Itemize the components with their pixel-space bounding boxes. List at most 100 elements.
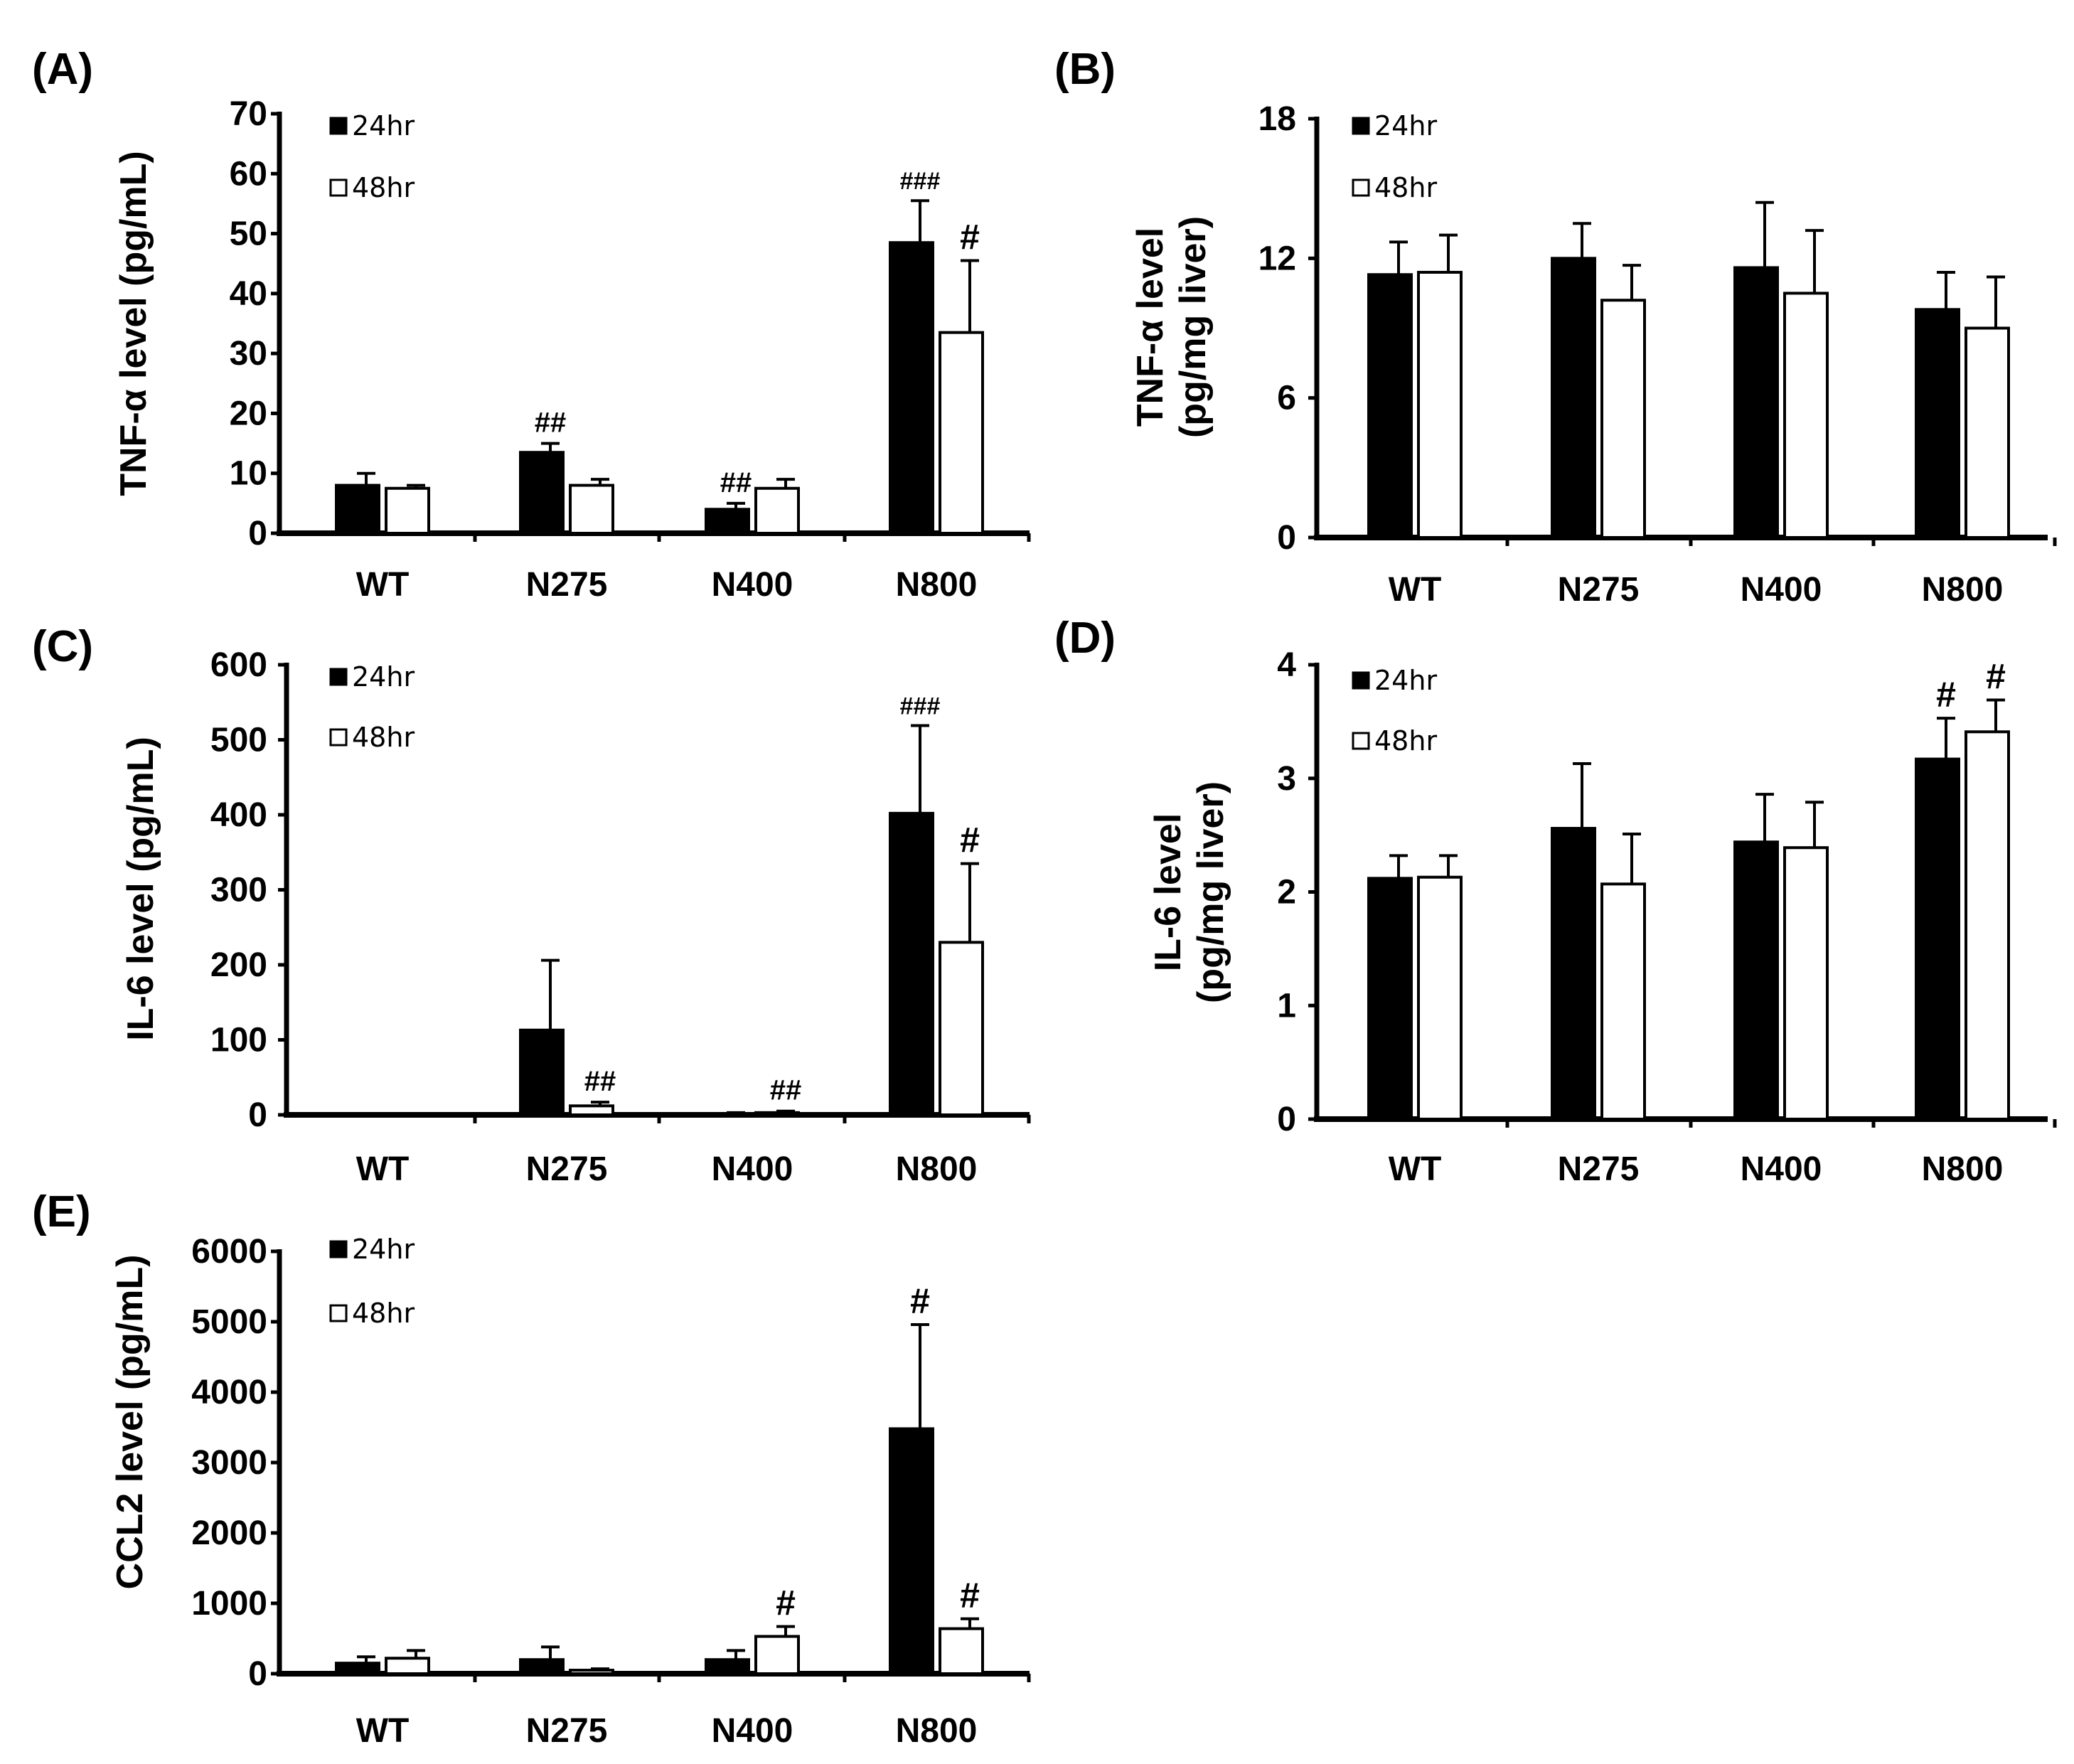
bar-24hr-n800 (1915, 757, 1960, 1121)
bar-48hr-wt (1417, 875, 1463, 1121)
panel-label: (A) (32, 45, 93, 94)
y-tick-label: 0 (248, 1096, 267, 1134)
legend-label-48hr: 48hr (352, 172, 415, 203)
bar-24hr-wt (335, 483, 380, 535)
y-tick-label: 100 (210, 1022, 267, 1059)
x-category-label: WT (1389, 1150, 1442, 1188)
x-category-label: N400 (712, 1712, 793, 1750)
bar-24hr-wt (1367, 877, 1413, 1121)
y-tick-label: 400 (210, 796, 267, 834)
bar-48hr-wt (385, 486, 430, 535)
y-tick-label: 20 (230, 395, 267, 432)
x-category-label: N275 (1558, 1150, 1640, 1188)
y-axis-label-line: TNF-α level (1130, 228, 1171, 427)
bar-24hr-n800 (889, 811, 934, 1116)
bar-24hr-n400 (705, 1658, 750, 1675)
panel-label: (C) (32, 622, 93, 671)
bar-24hr-wt (335, 1662, 380, 1675)
legend-swatch-24hr (329, 1240, 348, 1258)
bar-24hr-n275 (519, 1028, 565, 1117)
legend-swatch-24hr (1352, 671, 1370, 690)
y-tick-label: 0 (1277, 1101, 1296, 1138)
y-tick-label: 12 (1258, 240, 1296, 277)
y-tick-label: 3 (1277, 760, 1296, 798)
y-tick-label: 6 (1277, 380, 1296, 417)
y-axis-label-line: IL-6 level (pg/mL) (120, 737, 161, 1041)
y-axis-label: IL-6 level(pg/mg liver) (1148, 781, 1231, 1003)
y-tick-label: 60 (230, 155, 267, 193)
y-axis-label: TNF-α level(pg/mg liver) (1130, 216, 1214, 438)
panel-b: (B) 0 6 12 18 WT N275 N400 N800 TNF-α level(pg/mg… (1054, 45, 2057, 609)
significance-annotation: # (960, 820, 980, 860)
significance-annotation: # (960, 1576, 980, 1615)
y-tick-label: 70 (230, 95, 267, 133)
y-tick-label: 0 (1277, 519, 1296, 557)
y-tick-label: 30 (230, 335, 267, 373)
x-category-label: N275 (526, 566, 608, 604)
y-axis-label: TNF-α level (pg/mL) (113, 151, 154, 496)
legend-label-24hr: 24hr (1374, 110, 1437, 141)
bar-48hr-n275 (569, 1104, 614, 1116)
bar-24hr-n400 (705, 1112, 750, 1116)
bar-48hr-wt (1417, 270, 1463, 539)
bar-48hr-n800 (1965, 730, 2010, 1121)
x-category-label: N800 (1922, 571, 2004, 609)
y-axis-label: CCL2 level (pg/mL) (109, 1255, 151, 1590)
significance-annotation: ### (900, 168, 941, 195)
bar-48hr-n400 (1783, 292, 1829, 539)
y-tick-label: 3000 (191, 1444, 267, 1482)
x-category-label: N275 (1558, 571, 1640, 609)
y-tick-label: 1 (1277, 987, 1296, 1025)
bar-24hr-n800 (1915, 308, 1960, 539)
y-axis-label-line: IL-6 level (1148, 813, 1189, 972)
y-tick-label: 1000 (191, 1585, 267, 1623)
panel-label: (B) (1054, 45, 1116, 94)
x-category-label: N275 (526, 1712, 608, 1750)
bar-48hr-n400 (754, 486, 800, 535)
bar-48hr-n800 (939, 1627, 984, 1675)
bar-24hr-n275 (1551, 827, 1596, 1121)
y-tick-label: 2 (1277, 874, 1296, 912)
legend-swatch-48hr (329, 728, 348, 747)
x-category-label: N800 (1922, 1150, 2004, 1188)
significance-annotation: # (910, 1281, 930, 1321)
y-tick-label: 300 (210, 872, 267, 909)
bar-48hr-n275 (569, 1669, 614, 1676)
significance-annotation: # (776, 1583, 796, 1623)
y-axis-label-line: TNF-α level (pg/mL) (113, 151, 154, 496)
y-tick-label: 2000 (191, 1514, 267, 1552)
bar-24hr-n400 (1733, 266, 1779, 539)
legend-swatch-48hr (329, 1304, 348, 1322)
bar-48hr-n800 (939, 941, 984, 1116)
y-tick-label: 18 (1258, 100, 1296, 138)
bar-24hr-n400 (1733, 840, 1779, 1121)
y-tick-label: 0 (248, 1655, 267, 1693)
x-category-label: WT (356, 1150, 410, 1188)
legend-label-48hr: 48hr (352, 1298, 415, 1329)
x-category-label: N800 (896, 1712, 978, 1750)
y-axis-label-line: CCL2 level (pg/mL) (109, 1255, 151, 1590)
panel-d: (D) 0 1 2 3 4 WT N275 N400 N800 IL-6 level(pg/mg l… (1054, 614, 2057, 1188)
y-tick-label: 6000 (191, 1233, 267, 1271)
x-category-label: N800 (896, 566, 978, 604)
bar-48hr-n275 (569, 483, 614, 535)
significance-annotation: # (1986, 657, 2006, 697)
y-tick-label: 40 (230, 275, 267, 313)
legend-swatch-48hr (329, 178, 348, 197)
x-category-label: WT (356, 1712, 410, 1750)
bar-48hr-n400 (1783, 846, 1829, 1121)
x-category-label: N275 (526, 1150, 608, 1188)
legend-swatch-24hr (1352, 117, 1370, 135)
x-category-label: N400 (712, 566, 793, 604)
x-category-label: WT (356, 566, 410, 604)
panel-label: (D) (1054, 614, 1116, 663)
bar-24hr-n275 (519, 451, 565, 535)
legend-label-48hr: 48hr (1374, 725, 1437, 757)
panel-a: (A) 0 10 20 30 40 50 60 70 WT N275 N400 N800 TNF-α le… (32, 45, 1031, 604)
legend-label-24hr: 24hr (1374, 665, 1437, 696)
y-tick-label: 0 (248, 515, 267, 552)
significance-annotation: ## (720, 467, 752, 498)
y-axis-label: IL-6 level (pg/mL) (120, 737, 161, 1041)
significance-annotation: ### (900, 693, 941, 720)
y-tick-label: 200 (210, 946, 267, 984)
